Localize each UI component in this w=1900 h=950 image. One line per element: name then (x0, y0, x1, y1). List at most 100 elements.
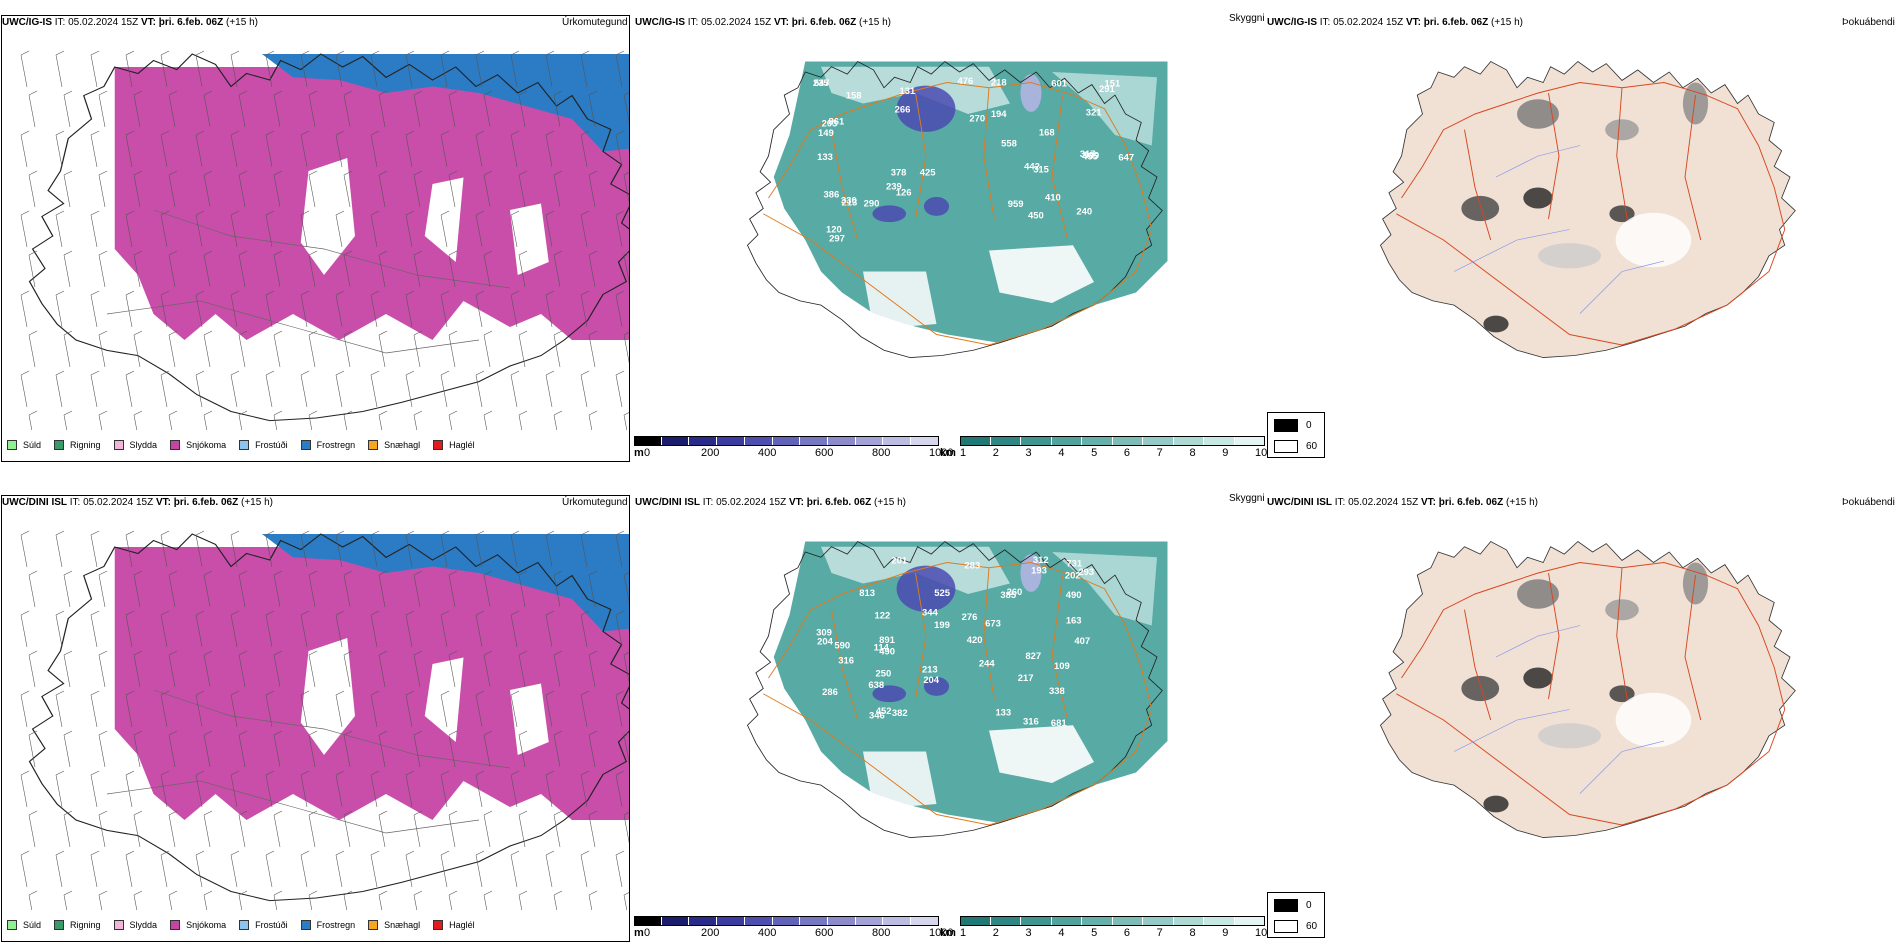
vt-value: þri. 6.feb. 06Z (1438, 497, 1504, 508)
precip-map-panel (1, 495, 630, 942)
colorbar-tick-label: 8 (1189, 447, 1196, 459)
legend-item: Slydda (113, 440, 157, 450)
legend-label: Snjókoma (186, 920, 227, 930)
land-area (1379, 540, 1796, 839)
colorbar-tick-label: 7 (1156, 447, 1163, 459)
model-name: UWC/DINI ISL (1267, 497, 1332, 508)
it-value: 05.02.2024 15Z (716, 497, 787, 508)
colorbar-tick-label: 6 (1123, 927, 1130, 939)
legend-swatch (368, 920, 379, 930)
colorbar-segment (828, 437, 856, 445)
freezing-rain-area (261, 533, 630, 632)
snow-area (114, 66, 630, 340)
cloud-base-value: 420 (967, 635, 983, 646)
precip-panel-frame (1, 495, 630, 942)
legend-label: Haglél (449, 920, 475, 930)
cloud-base-value: 490 (879, 647, 895, 658)
colorbar-segment (1143, 917, 1174, 925)
colorbar-segment (717, 437, 745, 445)
cloud-base-value: 202 (1065, 570, 1081, 581)
cloud-base-unit: m (634, 447, 644, 459)
legend-label: Súld (23, 440, 42, 450)
colorbar-segment (1082, 437, 1113, 445)
lead-time: (+15 h) (1506, 497, 1538, 508)
cloud-base-value: 346 (869, 710, 885, 721)
model-name: UWC/DINI ISL (2, 497, 67, 508)
colorbar-segment (883, 917, 912, 925)
cloud-base-value: 194 (991, 109, 1007, 120)
cloud-base-value: 410 (1045, 192, 1061, 203)
colorbar-tick-label: 2 (992, 447, 999, 459)
vt-label: VT: (1405, 17, 1421, 28)
visibility-unit: km (940, 927, 956, 939)
colorbar-segment (800, 437, 829, 445)
legend-item: Slydda (113, 920, 157, 930)
legend-item: Haglél (433, 440, 475, 450)
fog-key-label: 60 (1306, 441, 1318, 452)
it-value: 05.02.2024 15Z (701, 17, 772, 28)
colorbar-tick-label: 3 (1025, 447, 1032, 459)
cloud-base-value: 158 (846, 90, 862, 101)
cloud-base-value: 442 (1024, 162, 1040, 173)
vt-label: VT: (155, 497, 171, 508)
fog-key-row2: 0 60 (1267, 892, 1325, 938)
cloud-base-value: 151 (1105, 79, 1121, 90)
legend-swatch (170, 920, 181, 930)
cloud-base-value: 120 (826, 224, 842, 235)
vis-map: 813 316 673 283 385 276 490 250 525 293 260 638 204 1… (746, 540, 1168, 839)
legend-item: Snæhagl (368, 440, 420, 450)
colorbar-segment (1173, 917, 1204, 925)
colorbar-segment (661, 437, 690, 445)
legend-label: Snæhagl (384, 920, 421, 930)
colorbar-segment (772, 917, 801, 925)
legend-item: Snjókoma (170, 920, 226, 930)
fog-title: Þokuábendi (1842, 17, 1895, 28)
colorbar-segment (1173, 437, 1204, 445)
it-label: IT: (1319, 17, 1331, 28)
legend-swatch (239, 440, 250, 450)
legend-item: Rigning (54, 920, 101, 930)
precip-map (20, 50, 630, 430)
cloud-base-value: 126 (896, 188, 912, 199)
cloud-base-value: 317 (1080, 149, 1096, 160)
colorbar-tick-label: 0 (644, 927, 651, 939)
legend-label: Rigning (70, 920, 101, 930)
legend-label: Rigning (70, 440, 101, 450)
visibility-colorbar-outline (960, 916, 1265, 926)
cloud-base-value: 450 (1028, 211, 1044, 222)
iceland-map-group: 989 330 425 297 291 158 270 476 235 203 410 455 151 1… (746, 60, 1168, 359)
colorbar-segment (800, 917, 829, 925)
vis-map: 989 330 425 297 291 158 270 476 235 203 410 455 151 1… (746, 60, 1168, 359)
colorbar-segment (1082, 917, 1113, 925)
colorbar-tick-label: 4 (1058, 447, 1065, 459)
colorbar-segment (1021, 437, 1052, 445)
fog-key-label: 0 (1306, 420, 1312, 431)
colorbar-segment (960, 917, 991, 925)
colorbar-segment (1021, 917, 1052, 925)
cloud-base-value: 149 (818, 128, 834, 139)
coastline (746, 540, 1163, 839)
colorbar-tick-label: 1000 (929, 927, 954, 939)
legend-item: Frostregn (300, 920, 355, 930)
model-name: UWC/DINI ISL (635, 497, 700, 508)
legend-swatch (170, 440, 181, 450)
colorbar-tick-label: 400 (758, 447, 777, 459)
cloud-base-value: 681 (1051, 718, 1067, 729)
colorbar-tick-label: 8 (1189, 927, 1196, 939)
precip-panel-frame (1, 15, 630, 462)
precip-legend-row1: Súld Rigning Slydda Snjókoma Frostúði Frostre… (7, 440, 488, 450)
vt-value: þri. 6.feb. 06Z (158, 17, 224, 28)
snow-area (114, 546, 630, 820)
cloud-base-value: 385 (1000, 590, 1016, 601)
fog-field (1461, 562, 1709, 813)
colorbar-tick-label: 200 (701, 927, 720, 939)
row2-vis-header: UWC/DINI ISL IT: 05.02.2024 15Z VT: þri.… (635, 497, 906, 509)
colorbar-tick-label: 200 (701, 447, 720, 459)
colorbar-segment (828, 917, 856, 925)
cloud-base-value: 425 (920, 168, 936, 179)
legend-label: Frostúði (255, 920, 288, 930)
cloud-base-value: 316 (838, 656, 854, 667)
cloud-base-value: 386 (823, 189, 839, 200)
cloud-base-value: 133 (995, 707, 1011, 718)
colorbar-segment (960, 437, 991, 445)
